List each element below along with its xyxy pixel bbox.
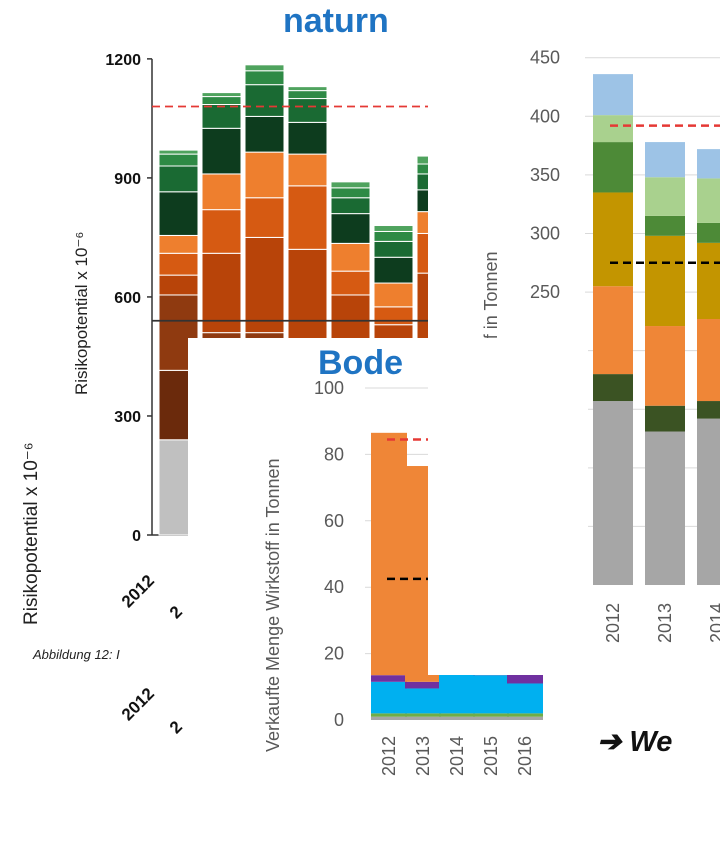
bar-segment — [371, 716, 407, 720]
bar-segment — [244, 197, 285, 238]
y-tick-label: 900 — [114, 171, 141, 188]
figure-caption: Abbildung 12: I — [33, 647, 120, 662]
bar-segment — [439, 713, 475, 717]
bar-segment — [645, 177, 685, 216]
x-tick-label: 2014 — [707, 603, 720, 643]
bar-segment — [507, 673, 543, 684]
bar-segment — [405, 688, 441, 714]
main-title: naturn — [283, 2, 389, 40]
bar-segment — [244, 151, 285, 199]
bar-segment — [244, 115, 285, 153]
bar-segment — [697, 222, 720, 243]
note-word: We — [629, 726, 673, 758]
bar-segment — [373, 225, 414, 232]
bar-segment — [201, 209, 242, 254]
bar-segment — [593, 286, 633, 375]
y-tick-label: 600 — [114, 290, 141, 307]
bar-segment — [473, 675, 509, 714]
bar-segment — [645, 405, 685, 432]
bar-segment — [645, 235, 685, 327]
bar-segment — [593, 74, 633, 116]
bar-segment — [330, 181, 371, 189]
y-tick-label: 450 — [530, 48, 560, 68]
bar-segment — [330, 242, 371, 272]
y-tick-label: 300 — [114, 409, 141, 426]
y-tick-label: 400 — [530, 106, 560, 126]
bar-segment — [645, 431, 685, 585]
bar-segment — [697, 149, 720, 179]
x-tick-label: 2013 — [655, 603, 675, 643]
bar-segment — [371, 675, 407, 682]
bar-segment — [507, 716, 543, 720]
bar-segment — [645, 215, 685, 236]
bar-segment — [158, 149, 199, 155]
bar-segment — [645, 142, 685, 178]
bar-segment — [439, 673, 475, 714]
bar-segment — [593, 142, 633, 193]
bar-segment — [287, 185, 328, 250]
bar-segment — [405, 713, 441, 717]
y-tick-label: 0 — [132, 528, 141, 545]
bar-segment — [405, 681, 441, 689]
x-tick-label: 2016 — [515, 736, 535, 776]
y-tick-label: 350 — [530, 165, 560, 185]
bar-segment — [201, 92, 242, 98]
bar-segment — [373, 256, 414, 284]
inset-occlusion — [428, 338, 588, 675]
bar-segment — [473, 713, 509, 717]
x-tick-label: 2012 — [379, 736, 399, 776]
bar-segment — [330, 213, 371, 244]
bar-segment — [287, 86, 328, 92]
bar-segment — [371, 681, 407, 714]
bar-segment — [371, 713, 407, 717]
bar-segment — [593, 401, 633, 585]
bar-segment — [439, 716, 475, 720]
x-tick-label: 2014 — [447, 736, 467, 776]
bar-segment — [473, 716, 509, 720]
bar-segment — [697, 178, 720, 223]
note-text: ➔ We — [597, 724, 672, 759]
bar-segment — [593, 115, 633, 143]
bar-segment — [244, 64, 285, 72]
bar-segment — [158, 165, 199, 193]
bar-segment — [697, 418, 720, 585]
y-tick-label: 40 — [324, 577, 344, 597]
arrow-icon: ➔ — [597, 726, 622, 758]
bar-segment — [697, 319, 720, 402]
bar-segment — [201, 127, 242, 175]
y-tick-label: 80 — [324, 444, 344, 464]
y-tick-label: 100 — [314, 378, 344, 398]
bar-segment — [371, 432, 407, 676]
y-tick-label: 60 — [324, 511, 344, 531]
y-tick-label: 0 — [334, 710, 344, 730]
bar-segment — [158, 191, 199, 236]
x-tick-label: 2012 — [603, 603, 623, 643]
bar-segment — [697, 401, 720, 419]
y-tick-label: 20 — [324, 644, 344, 664]
x-tick-label: 2013 — [413, 736, 433, 776]
inset-title: Bode — [318, 344, 403, 382]
bar-segment — [593, 374, 633, 402]
y-tick-label: 300 — [530, 223, 560, 243]
x-tick-label: 2015 — [481, 736, 501, 776]
bar-segment — [507, 683, 543, 714]
y-tick-label: 1200 — [105, 52, 141, 69]
bar-segment — [507, 713, 543, 717]
bar-segment — [593, 192, 633, 287]
bar-segment — [645, 326, 685, 406]
bar-segment — [405, 716, 441, 720]
inset-ylabel: Verkaufte Menge Wirkstoff in Tonnen — [263, 458, 283, 752]
y-tick-label: 250 — [530, 282, 560, 302]
